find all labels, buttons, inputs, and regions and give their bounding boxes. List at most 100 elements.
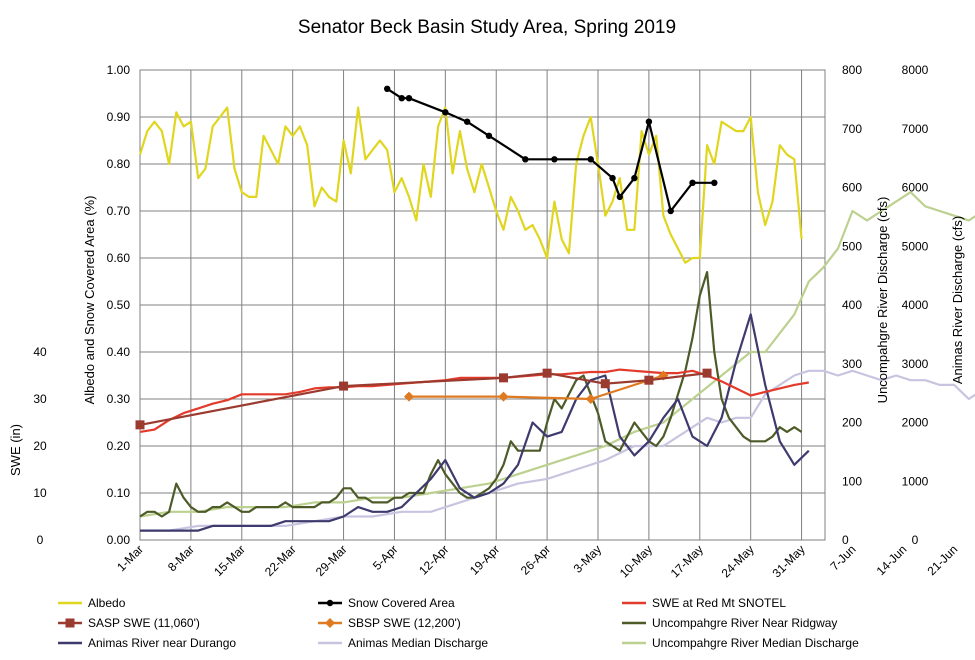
right1-tick-label: 500 [842, 239, 862, 253]
legend-item: Animas River near Durango [58, 636, 236, 650]
right-axis-2-ticks: 0 1000 2000 3000 4000 5000 6000 7000 8000 [902, 63, 929, 547]
data-point [585, 394, 596, 404]
left-tick-label: 0.40 [107, 345, 131, 359]
x-tick-label: 29-Mar [313, 542, 350, 579]
legend-label: SASP SWE (11,060') [88, 616, 200, 630]
right2-tick-label: 6000 [902, 181, 929, 195]
x-tick-label: 12-Apr [416, 542, 451, 577]
right2-tick-label: 1000 [902, 474, 929, 488]
swe-tick-label: 0 [37, 533, 44, 547]
right2-tick-label: 8000 [902, 63, 929, 77]
left-tick-label: 0.80 [107, 157, 131, 171]
x-tick-label: 7-Jun [827, 542, 858, 573]
x-axis-ticks: 1-Mar 8-Mar 15-Mar 22-Mar 29-Mar 5-Apr 12-Apr 1… [114, 542, 960, 580]
series-line [139, 271, 803, 518]
x-tick-label: 26-Apr [518, 542, 553, 577]
series-3 [135, 368, 712, 430]
x-tick-label: 17-May [668, 542, 706, 580]
right2-tick-label: 0 [912, 533, 919, 547]
data-point [542, 368, 552, 378]
left-axis-label: Albedo and Snow Covered Area (%) [82, 196, 97, 405]
legend-item: SWE at Red Mt SNOTEL [622, 596, 786, 610]
data-point [644, 375, 654, 385]
right-axis-1-ticks: 0 100 200 300 400 500 600 700 800 [842, 63, 862, 547]
left-tick-label: 0.10 [107, 486, 131, 500]
data-point [689, 179, 696, 186]
legend-marker [325, 618, 335, 628]
data-point [499, 373, 508, 383]
series-line [386, 87, 715, 213]
data-point [135, 420, 145, 430]
right1-tick-label: 600 [842, 181, 862, 195]
right2-tick-label: 4000 [902, 298, 929, 312]
series-6 [140, 313, 810, 532]
right1-tick-label: 400 [842, 298, 862, 312]
data-point [339, 381, 349, 391]
data-point [600, 379, 610, 389]
left-axis-ticks: 0.00 0.10 0.20 0.30 0.40 0.50 0.60 0.70 0.80 0.90… [107, 63, 131, 547]
series-8 [139, 191, 975, 518]
right1-tick-label: 800 [842, 63, 862, 77]
x-tick-label: 1-Mar [114, 542, 146, 574]
left-tick-label: 0.60 [107, 251, 131, 265]
left-tick-label: 0.90 [107, 110, 131, 124]
x-tick-label: 14-Jun [874, 542, 910, 578]
left-tick-label: 0.50 [107, 298, 131, 312]
right-axis-2-label: Animas River Discharge (cfs) [950, 216, 965, 384]
series-line [140, 313, 810, 532]
data-point [609, 174, 616, 182]
left-tick-label: 0.20 [107, 439, 131, 453]
legend-item: Animas Median Discharge [318, 636, 488, 650]
legend-label: Uncompahgre River Near Ridgway [652, 616, 837, 630]
data-point [631, 174, 638, 182]
series-layer [135, 85, 975, 532]
right1-tick-label: 300 [842, 357, 862, 371]
swe-tick-label: 40 [33, 345, 47, 359]
data-point [702, 368, 712, 378]
chart-title: Senator Beck Basin Study Area, Spring 20… [298, 17, 676, 38]
series-5 [139, 271, 803, 518]
swe-tick-label: 30 [33, 392, 47, 406]
legend-label: Animas River near Durango [88, 636, 236, 650]
legend-label: SWE at Red Mt SNOTEL [652, 596, 786, 610]
data-point [667, 207, 674, 215]
data-point [551, 156, 558, 163]
series-line [409, 374, 664, 401]
legend-marker [326, 599, 334, 607]
x-tick-label: 22-Mar [262, 542, 299, 579]
legend-label: Snow Covered Area [348, 596, 455, 610]
series-line [139, 368, 809, 433]
legend-item: Albedo [58, 596, 126, 610]
swe-axis-ticks: 0 10 20 30 40 [33, 345, 47, 547]
left-tick-label: 0.30 [107, 392, 131, 406]
grid [139, 69, 826, 541]
legend: Albedo Snow Covered Area SWE at Red Mt SNO… [58, 596, 859, 650]
series-1 [383, 85, 718, 215]
legend-item: Snow Covered Area [318, 596, 455, 610]
left-tick-label: 0.70 [107, 204, 131, 218]
x-tick-label: 24-May [719, 542, 757, 580]
legend-marker [65, 618, 75, 628]
right1-tick-label: 700 [842, 122, 862, 136]
series-2 [139, 368, 809, 433]
right2-tick-label: 7000 [902, 122, 929, 136]
swe-tick-label: 20 [33, 439, 47, 453]
x-tick-label: 31-May [769, 542, 807, 580]
legend-label: Albedo [88, 596, 126, 610]
left-tick-label: 0.00 [107, 533, 131, 547]
right2-tick-label: 3000 [902, 357, 929, 371]
data-point [522, 156, 529, 163]
data-point [711, 179, 718, 186]
data-point [463, 118, 471, 125]
right-axis-1-label: Uncompahgre River Discharge (cfs) [875, 197, 890, 404]
right2-tick-label: 2000 [902, 416, 929, 430]
data-point [498, 391, 509, 402]
swe-axis-label: SWE (in) [8, 424, 23, 476]
x-tick-label: 5-Apr [370, 542, 401, 573]
left-tick-label: 1.00 [107, 63, 131, 77]
legend-item: Uncompahgre River Median Discharge [622, 636, 859, 650]
right1-tick-label: 100 [842, 474, 862, 488]
data-point [403, 391, 414, 402]
legend-label: Animas Median Discharge [348, 636, 488, 650]
